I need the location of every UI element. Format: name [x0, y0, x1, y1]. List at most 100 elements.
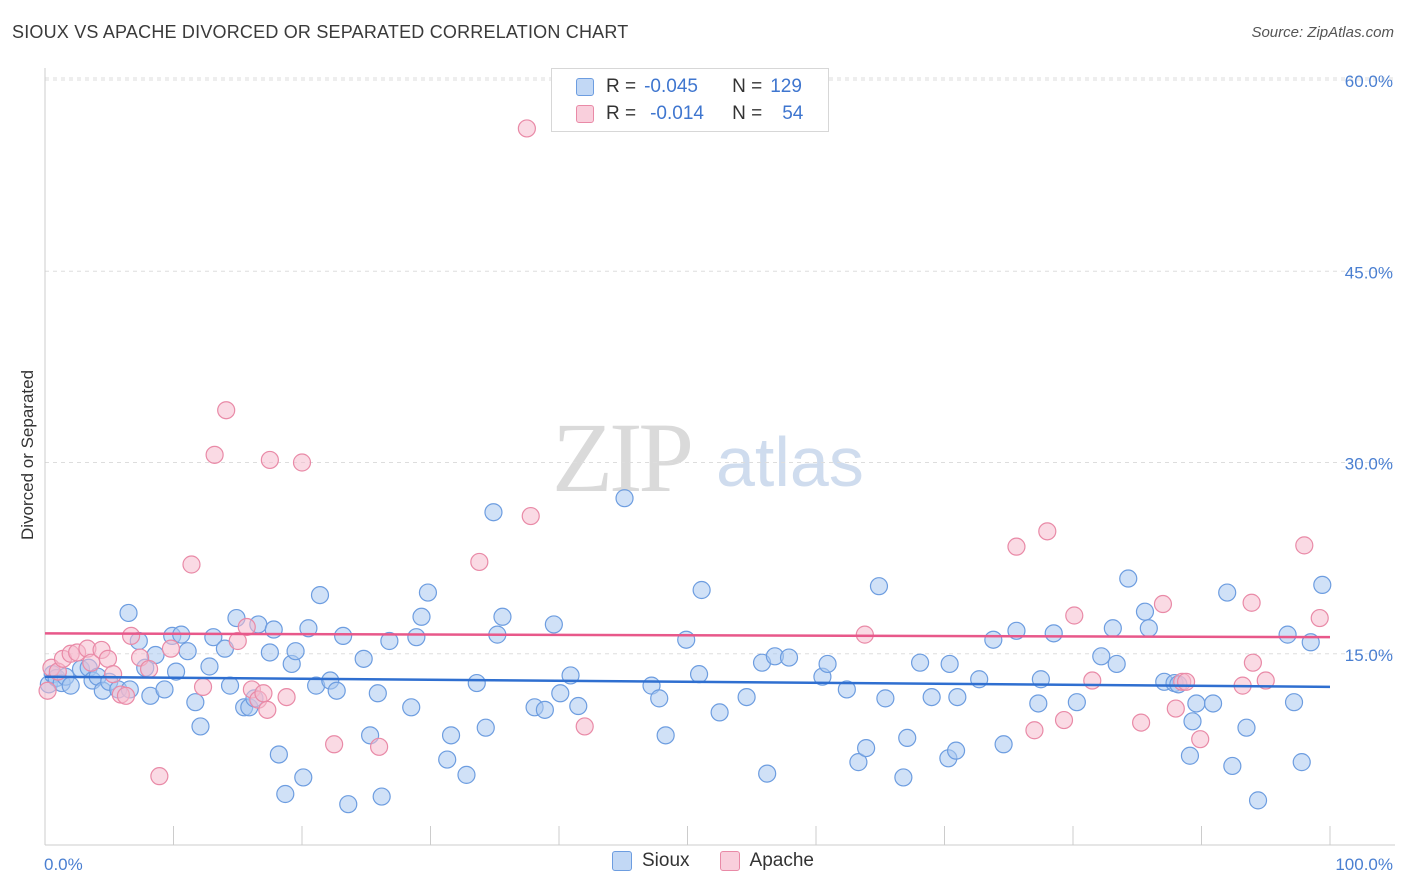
- sioux-point: [737, 687, 756, 707]
- y-axis-title: Divorced or Separated: [18, 370, 37, 540]
- sioux-swatch: [576, 78, 594, 96]
- legend-row-sioux: R = -0.045 N = 129: [576, 74, 802, 100]
- y-tick-label: 45.0%: [1345, 263, 1393, 282]
- sioux-point: [457, 765, 476, 784]
- sioux-point: [940, 654, 959, 674]
- sioux-point: [1119, 569, 1138, 588]
- apache-point: [325, 735, 344, 754]
- sioux-point: [946, 741, 966, 760]
- sioux-point: [327, 681, 346, 700]
- sioux-point: [1107, 654, 1126, 674]
- sioux-point: [476, 718, 495, 737]
- apache-point: [521, 506, 540, 526]
- sioux-point: [837, 680, 856, 699]
- sioux-points: [39, 489, 1332, 814]
- sioux-point: [155, 680, 174, 699]
- sioux-point: [1203, 694, 1223, 713]
- sioux-point: [894, 768, 913, 787]
- apache-point: [150, 767, 169, 786]
- sioux-point: [1135, 602, 1155, 621]
- sioux-point: [1092, 647, 1111, 666]
- sioux-point: [264, 620, 283, 639]
- sioux-point: [818, 654, 837, 674]
- sioux-point: [656, 726, 675, 745]
- sioux-point: [299, 619, 318, 638]
- apache-point: [260, 450, 279, 470]
- sioux-point: [1313, 575, 1332, 595]
- sioux-point: [467, 673, 486, 693]
- apache-point: [182, 555, 201, 574]
- sioux-point: [948, 687, 967, 707]
- x-tick-label-max: 100.0%: [1335, 855, 1393, 874]
- sioux-point: [898, 728, 917, 748]
- sioux-point: [441, 726, 461, 745]
- apache-swatch: [576, 105, 594, 123]
- apache-point: [292, 453, 312, 472]
- legend-n-label: N =: [732, 103, 763, 124]
- sioux-point: [334, 626, 353, 646]
- sioux-point: [412, 607, 431, 626]
- sioux-point: [535, 700, 554, 719]
- sioux-point: [849, 753, 868, 772]
- sioux-point: [339, 795, 358, 814]
- sioux-r-value: -0.045: [644, 76, 698, 97]
- sioux-point: [869, 577, 889, 596]
- apache-point: [38, 681, 57, 700]
- sioux-point: [689, 665, 709, 684]
- series-legend: Sioux Apache: [612, 850, 844, 872]
- grid-lines: [45, 77, 1395, 655]
- apache-point: [1153, 594, 1173, 614]
- apache-legend-swatch: [719, 851, 740, 871]
- tick-labels: 15.0% 30.0% 45.0% 60.0% 0.0% 100.0%: [44, 72, 1393, 874]
- sioux-point: [1278, 625, 1297, 644]
- sioux-point: [1223, 756, 1242, 776]
- apache-point: [1166, 699, 1185, 718]
- sioux-point: [1237, 718, 1256, 737]
- apache-point: [1176, 672, 1196, 691]
- y-tick-label: 30.0%: [1345, 455, 1393, 474]
- sioux-point: [1284, 693, 1304, 712]
- apache-point: [1038, 522, 1057, 541]
- sioux-point: [984, 630, 1003, 649]
- legend-item-apache: Apache: [719, 850, 814, 872]
- apache-point: [139, 659, 159, 679]
- sioux-point: [269, 745, 288, 764]
- sioux-point: [1139, 619, 1158, 638]
- apache-point: [575, 717, 594, 736]
- sioux-point: [692, 580, 711, 600]
- sioux-point: [650, 689, 669, 708]
- apache-point: [205, 445, 224, 464]
- sioux-point: [294, 768, 313, 787]
- sioux-point: [119, 603, 138, 623]
- y-tick-label: 60.0%: [1345, 72, 1393, 91]
- apache-point: [116, 686, 136, 705]
- sioux-point: [1183, 712, 1202, 731]
- sioux-point: [380, 631, 399, 651]
- legend-r-label: R =: [606, 76, 637, 97]
- sioux-point: [876, 689, 895, 708]
- sioux-point: [569, 696, 588, 716]
- sioux-point: [1044, 624, 1063, 643]
- apache-point: [237, 617, 256, 637]
- sioux-point: [1187, 694, 1206, 713]
- trend-lines: [44, 632, 1331, 689]
- legend-row-apache: R = -0.014 N = 54: [576, 101, 803, 127]
- apache-point: [104, 665, 123, 684]
- sioux-point: [1067, 693, 1086, 712]
- apache-point: [1256, 671, 1275, 690]
- sioux-point: [310, 585, 330, 605]
- sioux-point: [286, 642, 305, 661]
- apache-point: [1065, 606, 1084, 625]
- sioux-point: [857, 738, 876, 758]
- sioux-point: [1029, 694, 1048, 713]
- apache-point: [1083, 671, 1102, 690]
- sioux-point: [260, 643, 279, 662]
- sioux-point: [615, 489, 634, 508]
- apache-point: [217, 401, 236, 420]
- sioux-point: [1248, 791, 1268, 810]
- apache-n-value: 54: [782, 103, 804, 124]
- apache-point: [121, 626, 141, 646]
- apache-legend-label: Apache: [749, 850, 814, 871]
- sioux-point: [922, 687, 941, 707]
- sioux-point: [402, 698, 421, 717]
